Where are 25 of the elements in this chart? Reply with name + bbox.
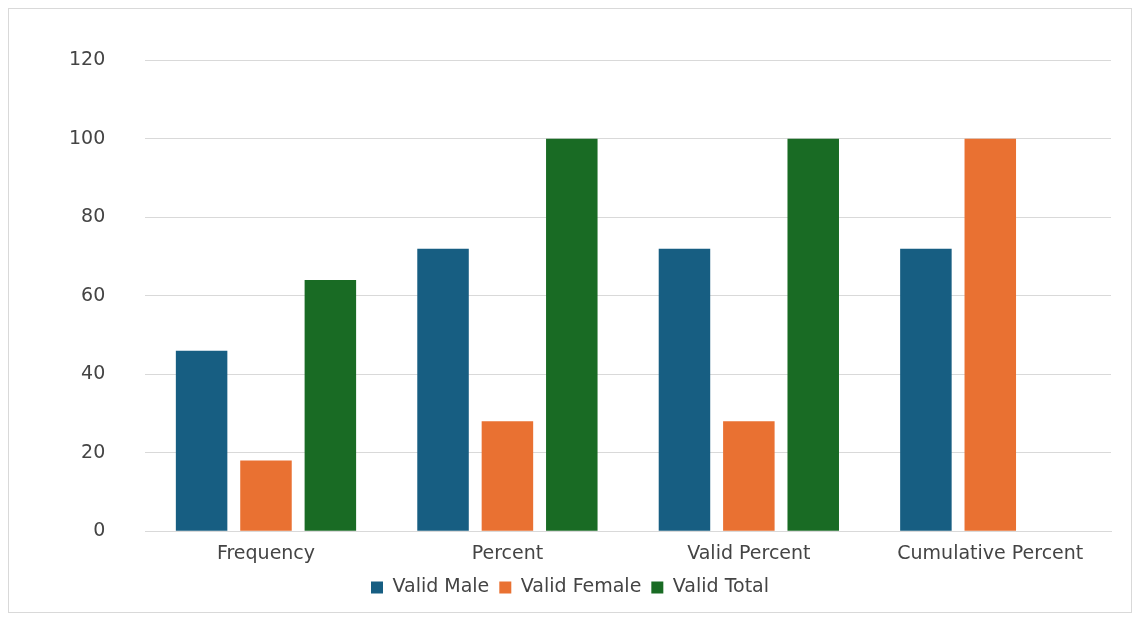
y-tick-label: 40	[81, 361, 106, 384]
x-tick-label: Percent	[471, 540, 544, 563]
y-tick-label: 0	[93, 518, 106, 541]
legend-label: Valid Total	[672, 574, 770, 597]
x-tick-label: Frequency	[216, 540, 316, 563]
legend-label: Valid Male	[392, 574, 490, 597]
bar	[175, 350, 228, 531]
x-tick-label: Cumulative Percent	[897, 540, 1084, 563]
bar	[900, 248, 952, 531]
bar	[240, 460, 292, 531]
bar	[723, 421, 775, 531]
x-tick-label: Valid Percent	[687, 540, 811, 563]
y-tick-label: 20	[81, 439, 106, 462]
bar	[481, 421, 534, 531]
bar	[546, 138, 598, 531]
bar	[787, 138, 839, 531]
bar	[964, 138, 1017, 531]
y-tick-label: 120	[69, 47, 106, 70]
legend-label: Valid Female	[520, 574, 642, 597]
bar	[417, 248, 469, 531]
bar	[658, 248, 711, 531]
y-tick-label: 80	[81, 204, 106, 227]
y-tick-label: 60	[81, 282, 106, 305]
bar	[304, 280, 357, 531]
y-tick-label: 100	[69, 125, 106, 148]
